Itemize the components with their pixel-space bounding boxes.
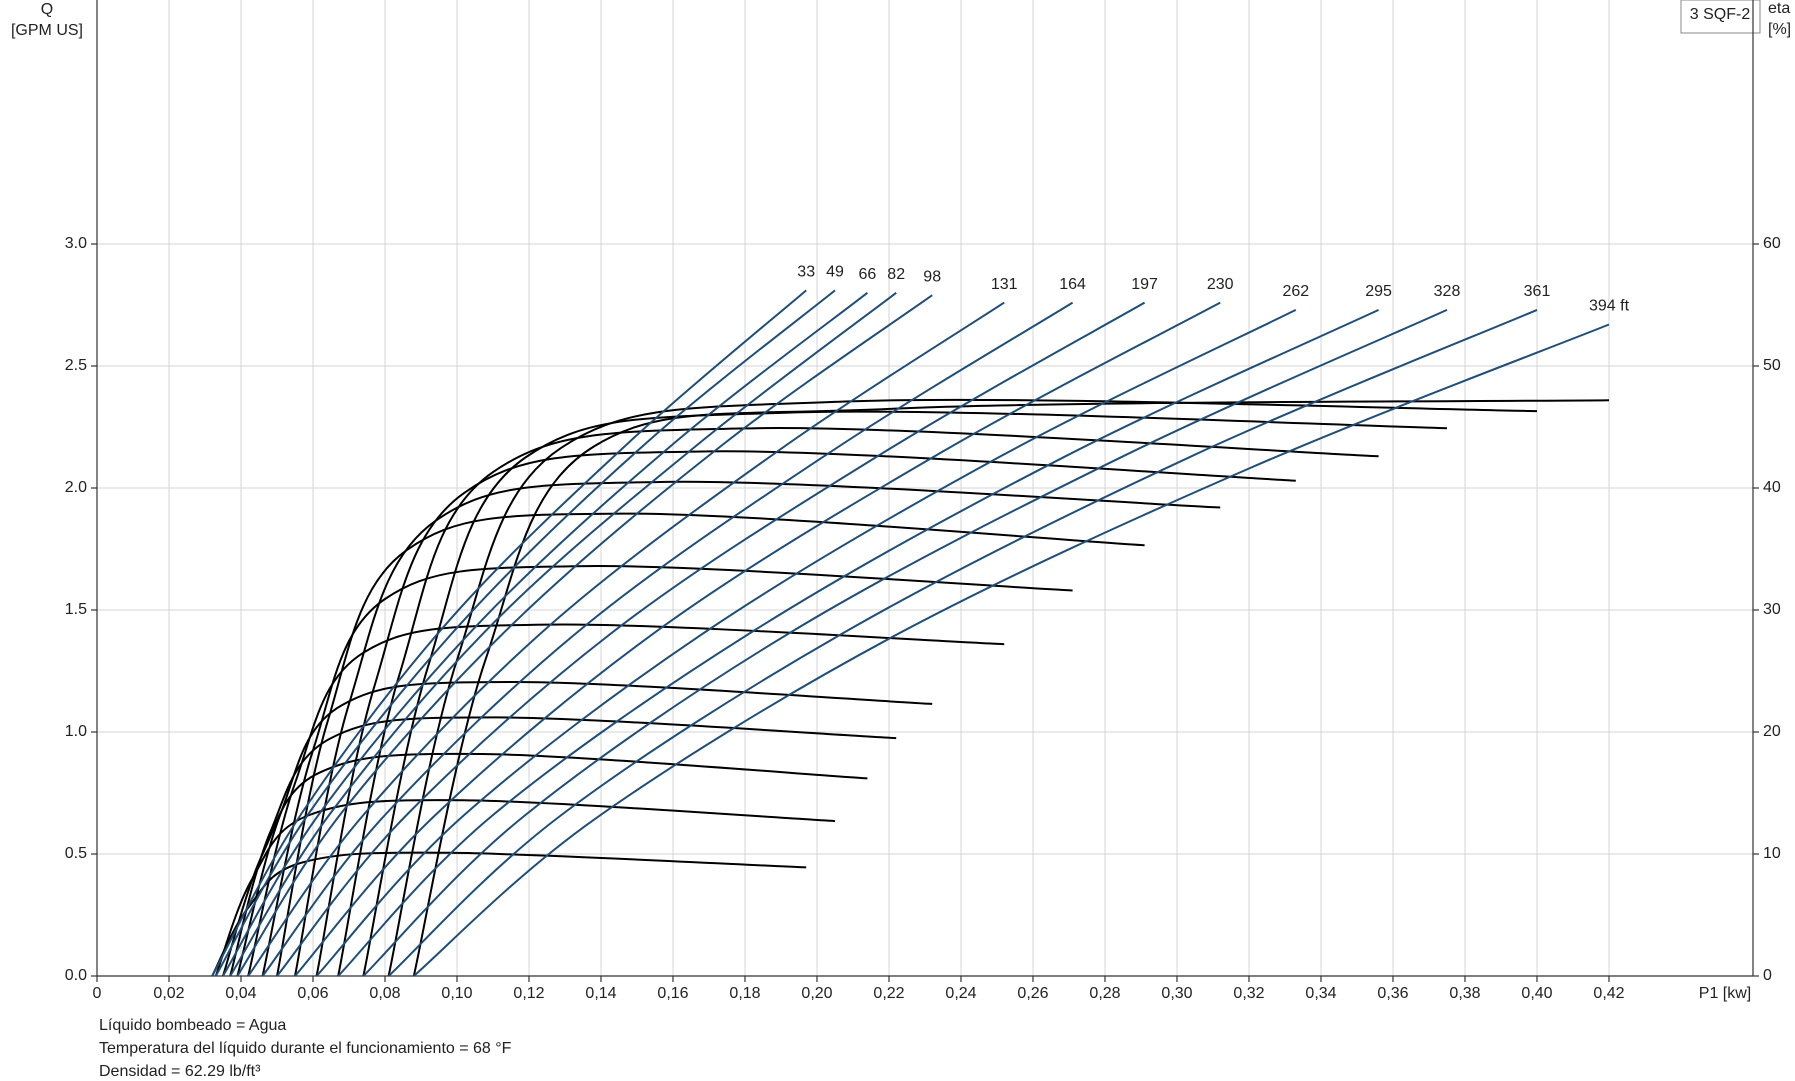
x-tick-label: 0,10 [441, 985, 472, 1002]
power-curve [247, 301, 1005, 977]
chart-title: 3 SQF-2 [1690, 6, 1751, 23]
x-tick-label: 0,20 [801, 985, 832, 1002]
x-axis-label: P1 [kw] [1699, 985, 1751, 1002]
efficiency-curve [261, 565, 1073, 977]
y-tick-label: 2.0 [65, 479, 87, 496]
series-label: 98 [923, 268, 941, 285]
y2-tick-label: 30 [1763, 601, 1781, 618]
x-tick-label: 0,28 [1089, 985, 1120, 1002]
x-tick-label: 0,38 [1449, 985, 1480, 1002]
series-label: 295 [1365, 283, 1392, 300]
efficiency-curve [276, 512, 1145, 977]
efficiency-curve [214, 799, 836, 977]
series-label: 328 [1434, 283, 1461, 300]
x-tick-label: 0,26 [1017, 985, 1048, 1002]
y-tick-label: 0.0 [65, 967, 87, 984]
y-axis-unit: [GPM US] [11, 22, 83, 39]
power-curve [337, 308, 1380, 977]
x-tick-label: 0,42 [1593, 985, 1624, 1002]
power-curve [214, 289, 836, 977]
power-curve [387, 308, 1538, 977]
x-tick-label: 0,16 [657, 985, 688, 1002]
series-label: 33 [797, 264, 815, 281]
series-label: 394 ft [1589, 298, 1630, 315]
series-label: 131 [991, 276, 1018, 293]
power-curve [222, 292, 869, 977]
efficiency-curve [315, 450, 1296, 977]
efficiency-curve [337, 427, 1379, 977]
series-label: 230 [1207, 276, 1234, 293]
x-tick-label: 0,24 [945, 985, 976, 1002]
power-curve [211, 289, 807, 977]
y2-tick-label: 0 [1763, 967, 1772, 984]
x-tick-label: 0,04 [225, 985, 256, 1002]
title-box [1680, 0, 1761, 34]
y-axis-label: Q [41, 1, 53, 18]
x-tick-label: 0,32 [1233, 985, 1264, 1002]
series-label: 66 [859, 266, 877, 283]
efficiency-curve [229, 716, 897, 977]
x-tick-label: 0,12 [513, 985, 544, 1002]
power-curve [315, 309, 1297, 977]
y2-tick-label: 10 [1763, 845, 1781, 862]
efficiency-curve [387, 398, 1538, 977]
y2-tick-label: 20 [1763, 723, 1781, 740]
x-tick-label: 0,34 [1305, 985, 1336, 1002]
series-label: 49 [826, 264, 844, 281]
y-tick-label: 3.0 [65, 235, 87, 252]
efficiency-curve [294, 480, 1221, 977]
series-label: 82 [887, 266, 905, 283]
efficiency-curve [412, 399, 1610, 977]
efficiency-curve [236, 680, 933, 977]
y-tick-label: 1.5 [65, 601, 87, 618]
y2-axis-unit: [%] [1768, 21, 1791, 38]
x-tick-label: 0,18 [729, 985, 760, 1002]
power-curve [294, 301, 1221, 977]
note: Temperatura del líquido durante el funci… [99, 1040, 512, 1057]
series-label: 197 [1131, 276, 1158, 293]
power-curve [413, 323, 1610, 977]
y2-tick-label: 40 [1763, 479, 1781, 496]
y-tick-label: 2.5 [65, 357, 87, 374]
power-curve [261, 301, 1074, 977]
x-tick-label: 0,40 [1521, 985, 1552, 1002]
y2-tick-label: 60 [1763, 235, 1781, 252]
power-curve [236, 294, 933, 977]
note: Densidad = 62.29 lb/ft³ [99, 1063, 261, 1080]
x-tick-label: 0,22 [873, 985, 904, 1002]
x-tick-label: 0,08 [369, 985, 400, 1002]
y-tick-label: 1.0 [65, 723, 87, 740]
series-label: 262 [1282, 283, 1309, 300]
x-tick-label: 0 [93, 985, 102, 1002]
x-tick-label: 0,02 [153, 985, 184, 1002]
note: Líquido bombeado = Agua [99, 1017, 286, 1034]
y-tick-label: 0.5 [65, 845, 87, 862]
y2-axis-label: eta [1768, 0, 1790, 17]
y2-tick-label: 50 [1763, 357, 1781, 374]
power-curve [276, 301, 1146, 977]
power-curve [229, 292, 897, 977]
series-label: 361 [1524, 283, 1551, 300]
series-label: 164 [1059, 276, 1086, 293]
power-curve [362, 308, 1448, 977]
x-tick-label: 0,36 [1377, 985, 1408, 1002]
x-tick-label: 0,30 [1161, 985, 1192, 1002]
x-tick-label: 0,06 [297, 985, 328, 1002]
x-tick-label: 0,14 [585, 985, 616, 1002]
efficiency-curve [362, 410, 1448, 977]
